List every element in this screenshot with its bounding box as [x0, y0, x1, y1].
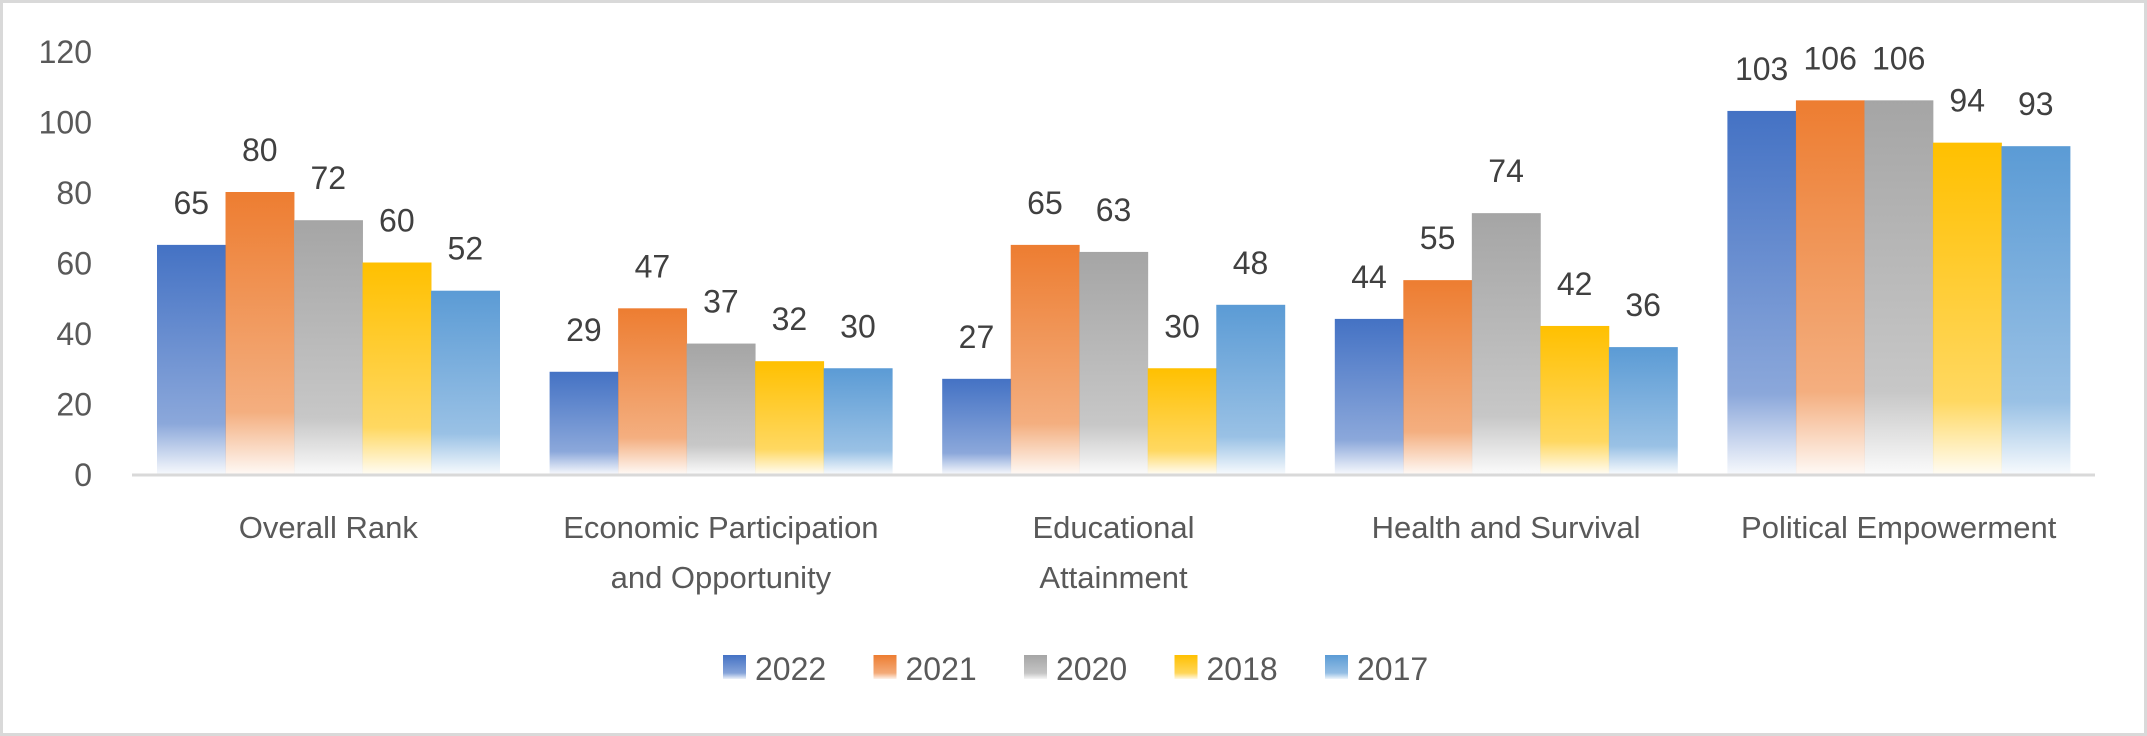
category-label: and Opportunity	[611, 560, 832, 595]
y-tick-label: 40	[56, 316, 92, 352]
data-label: 72	[311, 160, 347, 196]
bar-2020-2	[1079, 251, 1149, 474]
data-label: 42	[1557, 266, 1593, 302]
data-label: 47	[635, 248, 671, 284]
bar-2020-1	[686, 343, 756, 474]
bar-2021-3	[1403, 280, 1473, 475]
legend-label: 2021	[906, 651, 977, 687]
y-tick-label: 80	[56, 175, 92, 211]
bar-2017-3	[1608, 347, 1678, 474]
data-label: 27	[959, 319, 995, 355]
legend-swatch	[1024, 655, 1047, 679]
legend-item-2022: 2022	[723, 651, 826, 687]
bar-2018-3	[1540, 325, 1610, 474]
legend: 2022 2021 2020 2018 2017	[723, 651, 1428, 687]
data-label: 74	[1488, 153, 1524, 189]
bar-2020-0	[294, 220, 363, 474]
data-label: 30	[840, 308, 876, 344]
y-tick-label: 60	[56, 246, 92, 282]
bar-2020-4	[1864, 100, 1934, 474]
bar-2018-4	[1932, 142, 2002, 474]
legend-swatch	[723, 655, 746, 679]
data-label: 30	[1164, 308, 1200, 344]
bar-2022-4	[1727, 110, 1797, 475]
bar-2017-0	[431, 290, 500, 474]
data-label: 55	[1420, 220, 1456, 256]
category-label: Political Empowerment	[1741, 510, 2057, 545]
data-label: 65	[1027, 185, 1063, 221]
data-label: 32	[772, 301, 808, 337]
data-label: 106	[1803, 40, 1856, 76]
bar-2018-1	[755, 361, 825, 474]
category-label: Economic Participation	[563, 510, 878, 545]
y-tick-label: 0	[74, 457, 92, 493]
bar-2021-2	[1010, 244, 1080, 474]
bar-2021-0	[225, 192, 295, 474]
category-label: Overall Rank	[239, 510, 419, 545]
bar-2017-2	[1216, 304, 1286, 474]
category-label: Attainment	[1039, 560, 1188, 595]
data-label: 65	[173, 185, 209, 221]
bar-2020-3	[1471, 213, 1541, 474]
y-tick-label: 100	[39, 105, 92, 141]
data-label: 52	[448, 231, 484, 267]
bar-2022-0	[157, 244, 226, 474]
legend-label: 2017	[1357, 651, 1428, 687]
bar-2018-2	[1147, 368, 1217, 474]
legend-swatch	[1174, 655, 1198, 679]
bar-2022-1	[549, 371, 619, 474]
bar-2017-1	[823, 368, 893, 474]
legend-item-2018: 2018	[1174, 651, 1278, 687]
y-axis: 0 20 40 60 80 100 120	[39, 34, 92, 493]
data-label: 29	[566, 312, 602, 348]
data-label: 103	[1735, 51, 1788, 87]
data-label: 93	[2018, 86, 2054, 122]
legend-swatch	[873, 655, 897, 679]
bar-2021-4	[1795, 100, 1865, 474]
data-label: 60	[379, 203, 415, 239]
bar-2022-2	[942, 378, 1012, 474]
legend-label: 2022	[755, 651, 826, 687]
legend-swatch	[1325, 655, 1348, 679]
data-label: 37	[703, 284, 739, 320]
legend-item-2020: 2020	[1024, 651, 1127, 687]
data-label: 94	[1949, 83, 1985, 119]
bar-2017-4	[2001, 146, 2071, 474]
x-axis: Overall Rank Economic Participation and Op…	[239, 510, 2057, 595]
data-label: 106	[1872, 40, 1925, 76]
data-label: 36	[1625, 287, 1661, 323]
data-label: 48	[1233, 245, 1269, 281]
legend-label: 2020	[1056, 651, 1127, 687]
bar-2021-1	[618, 308, 688, 474]
data-label: 44	[1351, 259, 1387, 295]
data-label: 63	[1096, 192, 1132, 228]
legend-item-2017: 2017	[1325, 651, 1428, 687]
bar-2022-3	[1334, 318, 1404, 474]
y-tick-label: 20	[56, 387, 92, 423]
data-labels: 65 80 72 60 52 29 47 37 32 30 27 65 63 30 48 44 55 74 42 36…	[173, 40, 2053, 354]
data-label: 80	[242, 132, 278, 168]
bars	[157, 100, 2071, 475]
bar-2018-0	[362, 262, 432, 474]
y-tick-label: 120	[39, 34, 92, 70]
category-label: Educational	[1032, 510, 1194, 545]
legend-item-2021: 2021	[873, 651, 977, 687]
category-label: Health and Survival	[1372, 510, 1641, 545]
legend-label: 2018	[1207, 651, 1278, 687]
